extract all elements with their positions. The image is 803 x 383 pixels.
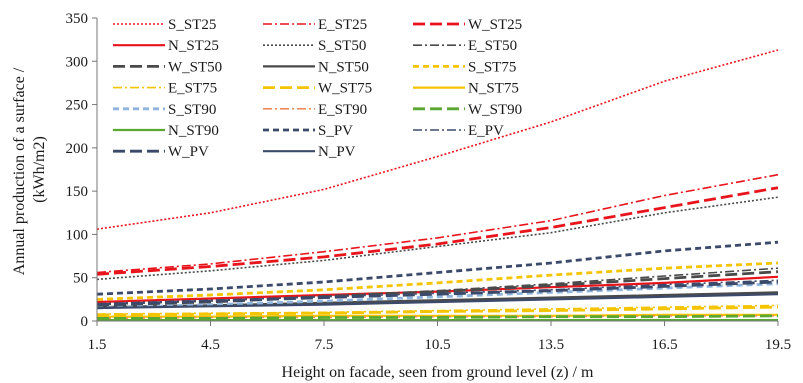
legend-label-s-st50: S_ST50 (318, 38, 366, 54)
y-tick-label: 0 (81, 314, 89, 330)
series-line-s-st90 (96, 282, 779, 310)
series-line-w-st25 (96, 186, 779, 276)
x-tick-label: 10.5 (424, 337, 450, 353)
x-tick-label: 13.5 (538, 337, 564, 353)
y-tick-label: 300 (66, 54, 89, 70)
legend-label-n-st90: N_ST90 (168, 123, 219, 139)
series-line-n-pv (96, 293, 779, 310)
x-tick-labels: 1.5 4.5 7.5 10.5 13.5 16.5 19.5 (88, 321, 791, 353)
legend-label-n-pv: N_PV (318, 144, 356, 160)
legend-label-s-st25: S_ST25 (168, 17, 216, 33)
series-line-s-st50 (96, 196, 779, 281)
y-tick-label: 50 (73, 271, 88, 287)
series-line-e-st25 (96, 173, 779, 274)
series-line-s-st25 (96, 49, 779, 230)
legend-label-w-st50: W_ST50 (168, 59, 222, 75)
y-tick-label: 150 (66, 184, 89, 200)
series-line-n-st75 (97, 313, 778, 318)
y-tick-label: 250 (66, 98, 89, 114)
x-tick-label: 19.5 (765, 337, 791, 353)
series-line-w-pv (96, 280, 779, 306)
x-tick-label: 16.5 (651, 337, 677, 353)
y-tick-labels: 0 50 100 150 200 250 300 350 (66, 11, 97, 330)
y-tick-label: 200 (66, 141, 89, 157)
legend-label-w-st25: W_ST25 (468, 17, 522, 33)
legend-label-n-st50: N_ST50 (318, 59, 369, 75)
legend-label-e-st75: E_ST75 (168, 81, 217, 97)
legend-label-w-pv: W_PV (168, 144, 209, 160)
y-axis-label-line-1: Annual production of a surface / (11, 67, 28, 275)
legend: S_ST25 E_ST25 W_ST25 N_ST25 S_ST50 E_ST50 W_ST… (113, 17, 522, 160)
legend-label-s-st90: S_ST90 (168, 102, 216, 118)
y-tick-label: 350 (66, 11, 89, 27)
series-line-w-st75 (96, 305, 779, 317)
legend-label-s-pv: S_PV (318, 123, 353, 139)
y-axis-label-line-2: (kWh/m2) (31, 136, 48, 203)
legend-label-w-st90: W_ST90 (468, 102, 522, 118)
legend-label-e-st25: E_ST25 (318, 17, 367, 33)
legend-label-s-st75: S_ST75 (468, 59, 516, 75)
y-tick-label: 100 (66, 227, 89, 243)
y-axis-label: Annual production of a surface / (kWh/m2… (11, 64, 48, 275)
legend-label-e-st90: E_ST90 (318, 102, 367, 118)
x-tick-label: 1.5 (88, 337, 107, 353)
series-line-s-st75 (96, 261, 779, 301)
series-line-s-pv (96, 240, 779, 296)
legend-label-n-st25: N_ST25 (168, 38, 219, 54)
series-layer (96, 49, 779, 322)
legend-label-n-st75: N_ST75 (468, 81, 519, 97)
series-line-w-st90 (97, 314, 779, 320)
legend-label-w-st75: W_ST75 (318, 81, 372, 97)
legend-label-e-st50: E_ST50 (468, 38, 517, 54)
x-tick-label: 7.5 (315, 337, 334, 353)
x-axis-label: Height on facade, seen from ground level… (282, 364, 594, 381)
x-tick-label: 4.5 (201, 337, 220, 353)
legend-label-e-pv: E_PV (468, 123, 504, 139)
